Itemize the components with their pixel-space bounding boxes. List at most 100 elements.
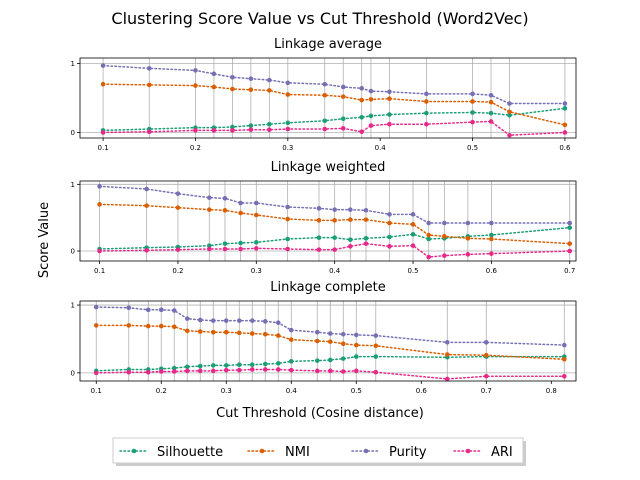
x-tick-label: 0.5 [467, 144, 478, 152]
data-point-ari [285, 246, 290, 252]
data-point-purity [223, 318, 229, 323]
series-line-purity [102, 64, 566, 105]
data-point-nmi [387, 96, 392, 101]
data-point-ari [97, 248, 102, 254]
data-point-silhouette [424, 110, 429, 116]
data-point-ari [488, 119, 494, 124]
data-point-purity [314, 329, 320, 335]
data-point-nmi [489, 236, 494, 242]
data-point-ari [387, 121, 392, 127]
subplot-1: Linkage average 0.1 0.2 0.3 0.4 0.5 0.6 0 1 [71, 37, 577, 152]
data-point-ari [171, 369, 177, 374]
y-tick-label: 1 [71, 181, 75, 189]
data-point-purity [285, 204, 290, 210]
legend-label: Purity [389, 445, 427, 460]
x-tick-label: 0.6 [486, 267, 498, 275]
data-point-ari [322, 126, 328, 132]
series-line-purity [95, 306, 566, 346]
data-point-ari [465, 252, 471, 257]
axes-frame [79, 180, 577, 262]
data-point-nmi [197, 329, 203, 334]
data-point-purity [146, 66, 152, 71]
data-point-ari [373, 369, 379, 375]
data-point-nmi [93, 323, 99, 328]
data-point-silhouette [340, 116, 346, 121]
data-point-ari [238, 246, 243, 252]
data-point-silhouette [171, 365, 177, 371]
data-point-ari [210, 368, 216, 374]
x-tick-label: 0.2 [190, 144, 201, 152]
data-point-silhouette [275, 361, 281, 366]
x-tick-label: 0.3 [251, 267, 262, 275]
data-point-purity [488, 92, 494, 98]
data-point-purity [288, 327, 294, 333]
data-point-purity [465, 220, 471, 226]
data-point-ari [285, 126, 291, 132]
x-tick-label: 0.1 [98, 144, 109, 152]
data-point-nmi [567, 241, 573, 246]
data-point-nmi [175, 205, 181, 210]
data-point-purity [158, 307, 164, 313]
data-point-nmi [332, 218, 337, 223]
data-point-purity [210, 318, 216, 323]
data-point-purity [359, 86, 365, 91]
data-point-ari [248, 127, 254, 133]
data-point-ari [100, 130, 106, 135]
data-point-ari [332, 247, 337, 252]
data-point-ari [146, 129, 152, 135]
data-point-ari [363, 241, 369, 246]
data-point-nmi [373, 343, 379, 349]
data-point-purity [424, 91, 429, 97]
data-point-nmi [442, 234, 447, 239]
x-tick-label: 0.1 [94, 267, 105, 275]
x-tick-label: 0.8 [546, 387, 557, 395]
data-point-ari [562, 130, 568, 135]
data-point-ari [387, 244, 392, 249]
data-point-ari [444, 376, 450, 382]
series-line-silhouette [95, 355, 566, 372]
legend-item-nmi: NMI [247, 445, 310, 460]
data-point-silhouette [288, 359, 294, 364]
legend: Silhouette NMI Purity ARI [112, 437, 526, 466]
data-point-purity [230, 75, 235, 80]
data-point-ari [561, 373, 567, 379]
subplot-title-2: Linkage weighted [271, 160, 386, 175]
data-point-silhouette [210, 363, 216, 368]
data-point-purity [489, 220, 494, 226]
data-point-ari [254, 246, 259, 251]
data-point-purity [254, 200, 259, 206]
data-point-silhouette [373, 354, 379, 359]
data-point-silhouette [223, 363, 229, 368]
data-point-nmi [230, 86, 235, 92]
data-point-silhouette [236, 362, 242, 368]
series-line-silhouette [102, 107, 566, 132]
data-point-nmi [210, 329, 216, 335]
data-point-silhouette [316, 235, 322, 240]
data-point-nmi [410, 222, 416, 227]
y-tick-label: 0 [71, 369, 75, 377]
data-point-ari [340, 126, 346, 131]
data-point-purity [373, 333, 379, 338]
data-point-nmi [368, 97, 374, 102]
data-point-purity [327, 331, 333, 336]
data-point-silhouette [262, 361, 268, 367]
data-point-ari [184, 368, 190, 374]
data-point-purity [316, 206, 322, 211]
data-point-silhouette [238, 240, 243, 246]
data-point-nmi [444, 352, 450, 357]
data-point-nmi [254, 212, 259, 218]
data-point-nmi [340, 94, 346, 99]
x-tick-label: 0.4 [375, 144, 387, 152]
data-point-purity [171, 308, 177, 313]
data-point-purity [368, 88, 374, 94]
data-point-nmi [507, 109, 512, 115]
data-point-nmi [348, 217, 353, 222]
data-point-ari [275, 367, 281, 372]
data-point-nmi [248, 87, 254, 93]
data-point-nmi [561, 357, 567, 362]
data-point-nmi [100, 81, 106, 87]
data-point-purity [222, 196, 228, 201]
data-point-silhouette [567, 225, 573, 230]
data-point-purity [249, 318, 255, 323]
data-point-nmi [314, 338, 320, 344]
